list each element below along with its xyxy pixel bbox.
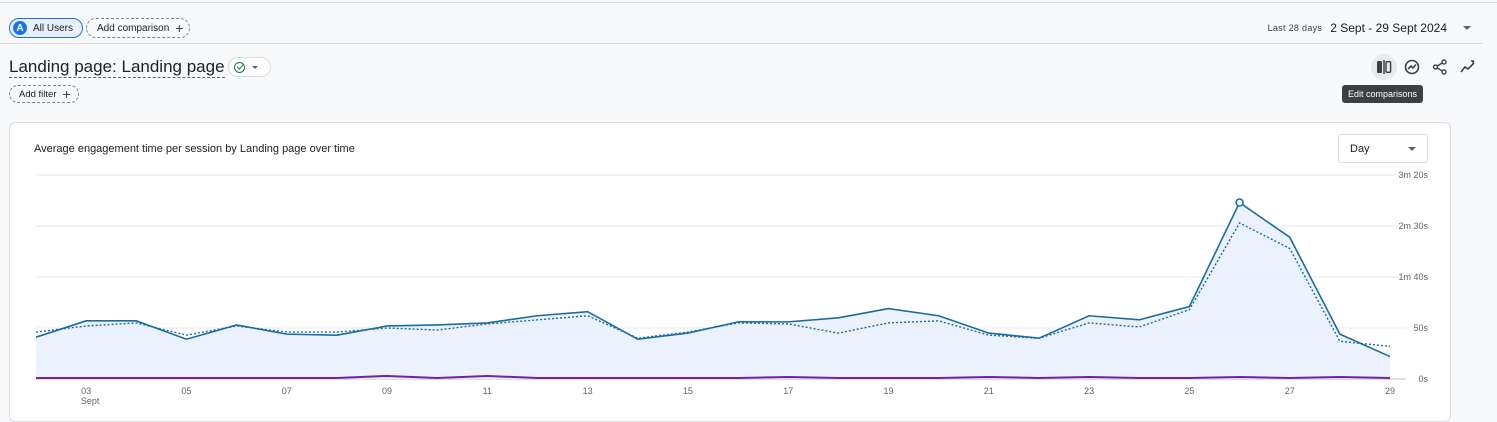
segment-chip-all-users[interactable]: A All Users xyxy=(9,18,84,38)
y-tick-label: 3m 20s xyxy=(1398,170,1428,180)
y-tick-label: 50s xyxy=(1413,323,1428,333)
x-tick-label: 29 xyxy=(1385,386,1395,396)
x-tick-label: 13 xyxy=(583,386,593,396)
x-tick-label: 25 xyxy=(1184,386,1194,396)
add-comparison-button[interactable]: Add comparison + xyxy=(86,18,191,38)
series-line-solid xyxy=(35,201,1391,358)
x-tick-label: 07 xyxy=(282,386,292,396)
edit-comparisons-button[interactable] xyxy=(1371,54,1397,80)
insights-icon xyxy=(1404,59,1420,75)
segment-letter-badge: A xyxy=(13,21,27,35)
x-tick-label: 21 xyxy=(984,386,994,396)
add-filter-button[interactable]: Add filter + xyxy=(9,85,79,103)
series-area xyxy=(36,202,1390,379)
x-tick-label: 27 xyxy=(1285,386,1295,396)
date-range-value: 2 Sept - 29 Sept 2024 xyxy=(1330,21,1447,35)
x-tick-label: 09 xyxy=(382,386,392,396)
x-tick-sublabel: Sept xyxy=(81,396,100,406)
trend-button[interactable] xyxy=(1455,54,1481,80)
x-tick-label: 05 xyxy=(181,386,191,396)
add-comparison-label: Add comparison xyxy=(97,22,170,34)
insights-button[interactable] xyxy=(1399,54,1425,80)
y-tick-label: 2m 30s xyxy=(1398,221,1428,231)
chevron-down-icon xyxy=(1463,26,1471,30)
granularity-value: Day xyxy=(1350,142,1370,155)
date-range-label: Last 28 days xyxy=(1267,23,1323,33)
chart-title: Average engagement time per session by L… xyxy=(34,143,355,155)
x-tick-label: 11 xyxy=(483,386,492,396)
segment-label: All Users xyxy=(33,22,74,34)
edit-comparisons-tooltip: Edit comparisons xyxy=(1342,85,1424,103)
chevron-down-icon xyxy=(1408,146,1416,151)
trend-icon xyxy=(1460,60,1475,73)
chart-card: Average engagement time per session by L… xyxy=(9,122,1451,422)
share-icon xyxy=(1432,59,1447,75)
x-tick-label: 23 xyxy=(1084,386,1094,396)
x-tick-label: 19 xyxy=(884,386,894,396)
granularity-select[interactable]: Day xyxy=(1338,134,1428,163)
plus-icon: + xyxy=(175,20,184,36)
x-tick-label: 17 xyxy=(783,386,793,396)
x-tick-label: 03 xyxy=(81,386,91,396)
plus-icon: + xyxy=(62,86,71,102)
y-tick-label: 0s xyxy=(1418,374,1428,384)
report-toolbar xyxy=(1371,54,1481,80)
top-divider xyxy=(0,2,1497,3)
share-button[interactable] xyxy=(1427,54,1453,80)
report-status-dropdown[interactable] xyxy=(228,57,271,77)
y-tick-label: 1m 40s xyxy=(1398,272,1428,282)
add-filter-label: Add filter xyxy=(19,88,57,100)
page-title[interactable]: Landing page: Landing page xyxy=(9,57,225,78)
x-tick-label: 15 xyxy=(683,386,693,396)
header-divider xyxy=(0,43,1483,44)
check-circle-icon xyxy=(234,61,245,73)
date-range-picker[interactable]: Last 28 days 2 Sept - 29 Sept 2024 xyxy=(1268,21,1471,35)
highlighted-data-point xyxy=(1235,198,1244,207)
series-line-bottom xyxy=(36,374,1391,379)
chevron-down-icon xyxy=(252,65,258,69)
edit-comparisons-icon xyxy=(1377,60,1392,74)
